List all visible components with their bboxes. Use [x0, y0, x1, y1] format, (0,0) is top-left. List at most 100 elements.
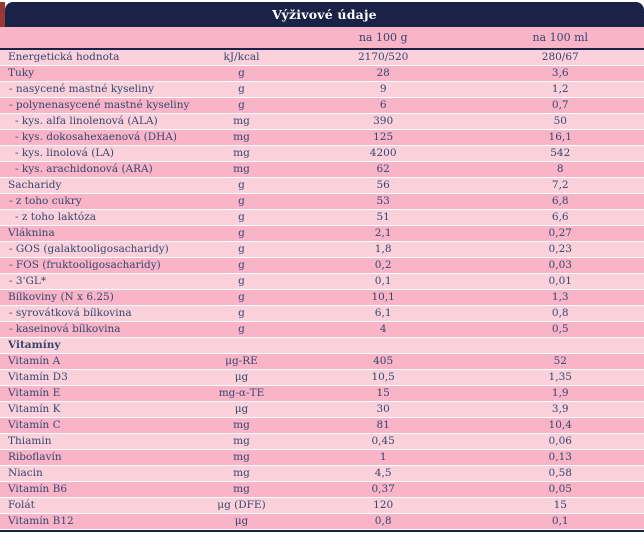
row-unit: g [238, 307, 245, 319]
row-unit: μg [234, 403, 249, 415]
row-label: - polynenasycené mastné kyseliny [9, 99, 190, 111]
row-unit: g [238, 323, 245, 335]
row-unit: mg [233, 467, 250, 479]
row-unit: kJ/kcal [223, 51, 260, 63]
row-label: - syrovátková bílkovina [9, 307, 132, 319]
row-value-per-100g: 15 [376, 387, 390, 399]
row-label: Vitamín E [8, 387, 61, 399]
row-label: - z toho laktóza [15, 211, 97, 223]
table-title: Výživové údaje [5, 2, 644, 27]
table-row: Bílkoviny (N x 6.25) g 10,1 1,3 [0, 290, 644, 306]
row-value-per-100g: 6 [379, 99, 387, 111]
row-value-per-100ml: 280/67 [541, 51, 579, 63]
table-row: Vitamín A μg-RE 405 52 [0, 354, 644, 370]
table-row: - z toho laktóza g 51 6,6 [0, 210, 644, 226]
row-unit: mg [233, 163, 250, 175]
row-label: - GOS (galaktooligosacharidy) [9, 243, 169, 255]
row-value-per-100ml: 8 [556, 163, 564, 175]
table-row: Tuky g 28 3,6 [0, 66, 644, 82]
row-value-per-100ml: 0,05 [548, 483, 572, 495]
row-value-per-100ml: 1,35 [548, 371, 572, 383]
row-unit: g [238, 211, 245, 223]
row-value-per-100g: 4 [379, 323, 387, 335]
row-value-per-100g: 4200 [369, 147, 397, 159]
row-value-per-100g: 2170/520 [358, 51, 409, 63]
column-header-per-100ml: na 100 ml [532, 31, 589, 44]
row-unit: mg [233, 115, 250, 127]
row-value-per-100ml: 1,3 [551, 291, 569, 303]
row-value-per-100ml: 6,8 [551, 195, 569, 207]
row-value-per-100ml: 0,23 [548, 243, 572, 255]
row-unit: g [238, 275, 245, 287]
row-unit: g [238, 195, 245, 207]
row-label: - z toho cukry [9, 195, 82, 207]
table-row: Thiamin mg 0,45 0,06 [0, 434, 644, 450]
row-value-per-100g: 62 [376, 163, 390, 175]
row-unit: mg [233, 131, 250, 143]
row-unit: g [238, 243, 245, 255]
row-value-per-100g: 56 [376, 179, 390, 191]
table-row: - GOS (galaktooligosacharidy) g 1,8 0,23 [0, 242, 644, 258]
table-row: Folát μg (DFE) 120 15 [0, 498, 644, 514]
row-value-per-100ml: 15 [553, 499, 567, 511]
row-label: - kaseinová bílkovina [9, 323, 121, 335]
row-value-per-100g: 10,1 [371, 291, 395, 303]
row-value-per-100ml: 0,01 [548, 275, 572, 287]
table-row: - kaseinová bílkovina g 4 0,5 [0, 322, 644, 338]
row-unit: μg-RE [225, 355, 258, 367]
row-unit: mg-α-TE [218, 387, 265, 399]
row-label: Niacin [8, 467, 43, 479]
table-row: Vitamín D3 μg 10,5 1,35 [0, 370, 644, 386]
row-value-per-100g: 0,45 [371, 435, 395, 447]
row-value-per-100g: 120 [373, 499, 394, 511]
row-label: - kys. arachidonová (ARA) [15, 163, 153, 175]
table-row: Vitamín E mg-α-TE 15 1,9 [0, 386, 644, 402]
row-value-per-100g: 0,8 [374, 515, 392, 527]
row-unit: μg (DFE) [217, 499, 266, 511]
table-row: Niacin mg 4,5 0,58 [0, 466, 644, 482]
row-label: Tuky [8, 67, 35, 79]
row-value-per-100ml: 10,4 [548, 419, 572, 431]
row-value-per-100ml: 3,9 [551, 403, 569, 415]
row-value-per-100ml: 16,1 [548, 131, 572, 143]
row-label: - kys. dokosahexaenová (DHA) [15, 131, 177, 143]
column-header-per-100g: na 100 g [358, 31, 408, 44]
table-row: - kys. alfa linolenová (ALA) mg 390 50 [0, 114, 644, 130]
row-value-per-100g: 6,1 [374, 307, 392, 319]
row-label: Vitamín K [8, 403, 61, 415]
table-row: - syrovátková bílkovina g 6,1 0,8 [0, 306, 644, 322]
row-value-per-100ml: 542 [550, 147, 571, 159]
row-label: Vitamín B12 [8, 515, 74, 527]
row-value-per-100g: 30 [376, 403, 390, 415]
row-unit: g [238, 227, 245, 239]
table-row: Vitamín B6 mg 0,37 0,05 [0, 482, 644, 498]
row-value-per-100g: 28 [376, 67, 390, 79]
row-value-per-100ml: 0,13 [548, 451, 572, 463]
row-value-per-100ml: 0,1 [551, 515, 569, 527]
page-edge-accent [0, 2, 5, 27]
row-label: Vitamín D3 [8, 371, 68, 383]
table-row: Energetická hodnota kJ/kcal 2170/520 280… [0, 50, 644, 66]
row-value-per-100g: 0,37 [371, 483, 395, 495]
row-value-per-100g: 125 [373, 131, 394, 143]
row-unit: mg [233, 419, 250, 431]
table-row: Vitamín K μg 30 3,9 [0, 402, 644, 418]
row-value-per-100g: 4,5 [374, 467, 392, 479]
table-row: - kys. dokosahexaenová (DHA) mg 125 16,1 [0, 130, 644, 146]
row-label: - kys. alfa linolenová (ALA) [15, 115, 158, 127]
row-value-per-100g: 81 [376, 419, 390, 431]
row-value-per-100g: 405 [373, 355, 394, 367]
row-value-per-100g: 1 [379, 451, 387, 463]
table-row: - nasycené mastné kyseliny g 9 1,2 [0, 82, 644, 98]
row-value-per-100ml: 52 [553, 355, 567, 367]
row-value-per-100g: 0,2 [374, 259, 392, 271]
row-unit: g [238, 179, 245, 191]
table-row: - FOS (fruktooligosacharidy) g 0,2 0,03 [0, 258, 644, 274]
row-label: Sacharidy [8, 179, 62, 191]
row-label: Energetická hodnota [8, 51, 120, 63]
row-value-per-100ml: 0,06 [548, 435, 572, 447]
row-value-per-100g: 51 [376, 211, 390, 223]
row-value-per-100g: 0,1 [374, 275, 392, 287]
table-row: Vláknina g 2,1 0,27 [0, 226, 644, 242]
